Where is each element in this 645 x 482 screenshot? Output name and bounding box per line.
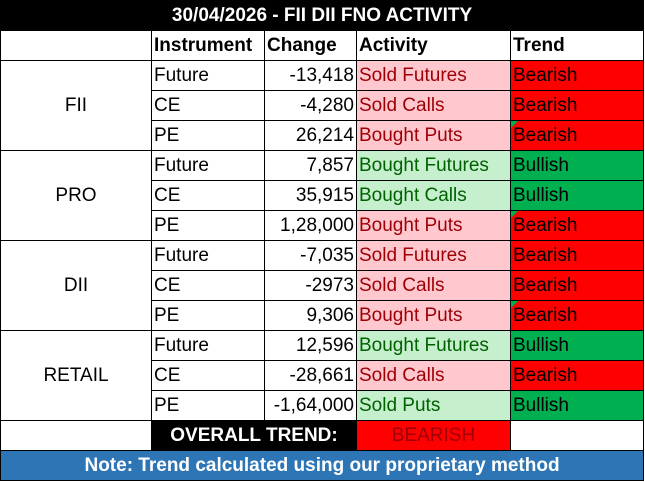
trend-cell: Bearish bbox=[509, 120, 645, 151]
change-cell: 26,214 bbox=[264, 120, 357, 151]
trend-cell: Bearish bbox=[509, 270, 645, 301]
header-instrument: Instrument bbox=[151, 30, 265, 61]
table-row: PE -1,64,000 Sold Puts Bullish bbox=[1, 390, 645, 421]
activity-cell: Sold Calls bbox=[356, 360, 511, 391]
change-cell: -1,64,000 bbox=[264, 390, 357, 421]
trend-cell: Bullish bbox=[509, 390, 645, 421]
table-row: DII Future -7,035 Sold Futures Bearish bbox=[0, 240, 645, 331]
header-row: Instrument Change Activity Trend bbox=[0, 30, 645, 61]
overall-blank-cell bbox=[0, 420, 152, 451]
instrument-cell: Future bbox=[151, 60, 265, 91]
table-row: PRO Future 7,857 Bought Futures Bullish bbox=[0, 150, 645, 241]
trend-cell: Bullish bbox=[509, 330, 645, 361]
trend-cell: Bullish bbox=[509, 180, 645, 211]
title-row: 30/04/2026 - FII DII FNO ACTIVITY bbox=[0, 0, 645, 31]
table-row: FII Future -13,418 Sold Futures Bearish bbox=[0, 60, 645, 151]
table-row: PE 9,306 Bought Puts Bearish bbox=[1, 300, 645, 331]
group-label-fii: FII bbox=[0, 60, 152, 151]
footer-note: Note: Trend calculated using our proprie… bbox=[0, 450, 645, 481]
change-cell: 35,915 bbox=[264, 180, 357, 211]
overall-empty-cell bbox=[509, 420, 645, 451]
instrument-cell: Future bbox=[151, 150, 265, 181]
table-row: PE 26,214 Bought Puts Bearish bbox=[1, 120, 645, 151]
instrument-cell: PE bbox=[151, 300, 265, 331]
instrument-cell: PE bbox=[151, 120, 265, 151]
change-cell: -2973 bbox=[264, 270, 357, 301]
header-blank-cell bbox=[0, 30, 152, 61]
trend-cell: Bearish bbox=[509, 90, 645, 121]
sheet-title: 30/04/2026 - FII DII FNO ACTIVITY bbox=[0, 0, 645, 31]
instrument-cell: Future bbox=[151, 330, 265, 361]
trend-cell: Bearish bbox=[509, 60, 645, 91]
activity-cell: Bought Futures bbox=[356, 330, 511, 361]
instrument-cell: Future bbox=[151, 240, 265, 271]
table-row: PE 1,28,000 Bought Puts Bearish bbox=[1, 210, 645, 241]
change-cell: 1,28,000 bbox=[264, 210, 357, 241]
instrument-cell: CE bbox=[151, 90, 265, 121]
instrument-cell: CE bbox=[151, 270, 265, 301]
table-row: RETAIL Future 12,596 Bought Futures Bull… bbox=[0, 330, 645, 421]
activity-cell: Sold Calls bbox=[356, 270, 511, 301]
activity-cell: Bought Puts bbox=[356, 300, 511, 331]
table-row: CE -2973 Sold Calls Bearish bbox=[1, 270, 645, 301]
trend-cell: Bearish bbox=[509, 360, 645, 391]
header-change: Change bbox=[264, 30, 357, 61]
table-row: CE -4,280 Sold Calls Bearish bbox=[1, 90, 645, 121]
activity-cell: Bought Puts bbox=[356, 210, 511, 241]
overall-row: OVERALL TREND: BEARISH bbox=[0, 420, 645, 451]
overall-trend-value: BEARISH bbox=[356, 420, 511, 451]
trend-cell: Bearish bbox=[509, 210, 645, 241]
activity-cell: Bought Calls bbox=[356, 180, 511, 211]
group-label-pro: PRO bbox=[0, 150, 152, 241]
change-cell: -7,035 bbox=[264, 240, 357, 271]
table-row: CE -28,661 Sold Calls Bearish bbox=[1, 360, 645, 391]
instrument-cell: PE bbox=[151, 210, 265, 241]
overall-trend-label: OVERALL TREND: bbox=[151, 420, 357, 451]
activity-cell: Sold Futures bbox=[356, 60, 511, 91]
table-row: CE 35,915 Bought Calls Bullish bbox=[1, 180, 645, 211]
activity-cell: Bought Puts bbox=[356, 120, 511, 151]
change-cell: 12,596 bbox=[264, 330, 357, 361]
trend-cell: Bearish bbox=[509, 240, 645, 271]
change-cell: 7,857 bbox=[264, 150, 357, 181]
trend-cell: Bearish bbox=[509, 300, 645, 331]
change-cell: -13,418 bbox=[264, 60, 357, 91]
activity-cell: Bought Futures bbox=[356, 150, 511, 181]
instrument-cell: CE bbox=[151, 180, 265, 211]
group-label-retail: RETAIL bbox=[0, 330, 152, 421]
header-activity: Activity bbox=[356, 30, 511, 61]
group-label-dii: DII bbox=[0, 240, 152, 331]
activity-cell: Sold Puts bbox=[356, 390, 511, 421]
instrument-cell: PE bbox=[151, 390, 265, 421]
change-cell: -4,280 bbox=[264, 90, 357, 121]
activity-cell: Sold Futures bbox=[356, 240, 511, 271]
change-cell: 9,306 bbox=[264, 300, 357, 331]
trend-cell: Bullish bbox=[509, 150, 645, 181]
change-cell: -28,661 bbox=[264, 360, 357, 391]
instrument-cell: CE bbox=[151, 360, 265, 391]
activity-cell: Sold Calls bbox=[356, 90, 511, 121]
header-trend: Trend bbox=[509, 30, 645, 61]
note-row: Note: Trend calculated using our proprie… bbox=[0, 450, 645, 481]
